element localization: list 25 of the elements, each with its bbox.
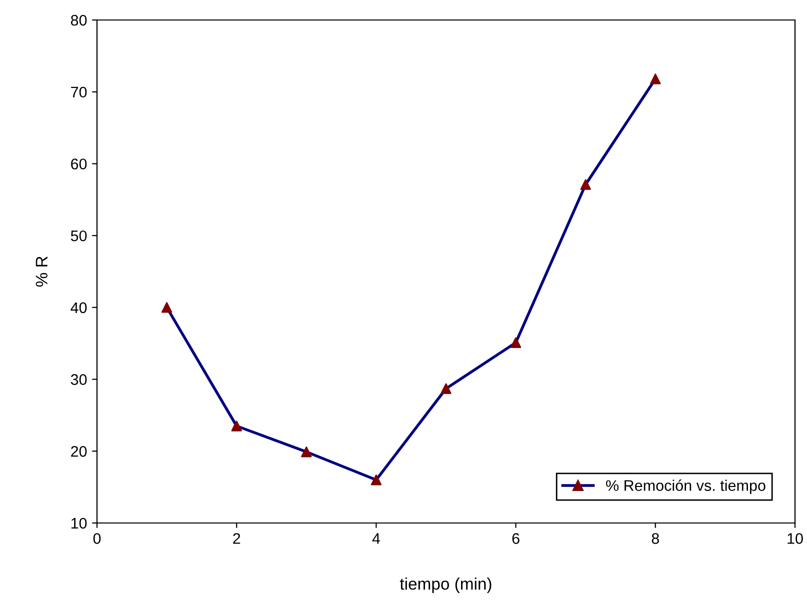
- point: [370, 474, 382, 486]
- point: [510, 337, 522, 348]
- y-tick-label: 60: [71, 158, 87, 170]
- y-tick-label: 70: [71, 86, 87, 98]
- x-tick-label: 6: [512, 533, 520, 544]
- y-tick-label: 80: [70, 14, 87, 26]
- x-tick-label: 0: [93, 533, 101, 544]
- y-tick-label: 40: [70, 302, 87, 314]
- point: [231, 420, 242, 432]
- x-tick-label: 10: [788, 533, 803, 544]
- point: [440, 383, 452, 394]
- y-tick-label: 30: [70, 374, 87, 385]
- y-tick-label: 10: [71, 518, 87, 529]
- legend-label: % Remoción vs. tiempo: [606, 480, 766, 494]
- point: [301, 446, 312, 458]
- x-tick-label: 8: [652, 533, 659, 544]
- y-tick-label: 50: [70, 230, 87, 242]
- y-axis-title: % R: [36, 256, 48, 287]
- point: [650, 74, 661, 84]
- y-tick-label: 20: [71, 446, 87, 457]
- point: [580, 179, 591, 190]
- point: [161, 302, 172, 313]
- x-tick-label: 4: [372, 533, 380, 544]
- x-tick-label: 2: [233, 533, 240, 544]
- x-axis-title: tiempo (min): [400, 578, 492, 594]
